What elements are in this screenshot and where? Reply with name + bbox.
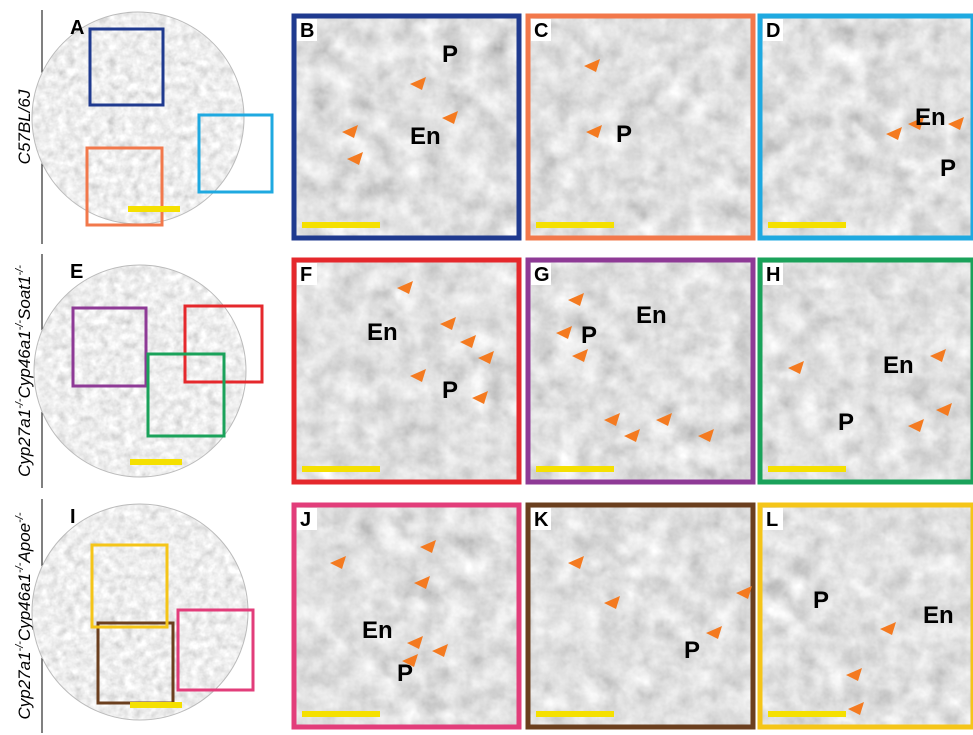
structure-label: En xyxy=(923,602,954,629)
structure-label: En xyxy=(915,104,946,131)
structure-label: En xyxy=(367,319,398,346)
structure-label: P xyxy=(397,660,413,687)
gene-superscript: -/- xyxy=(14,265,26,276)
structure-label: P xyxy=(616,121,632,148)
structure-label: En xyxy=(362,617,393,644)
panel-letter: J xyxy=(300,509,311,531)
gene-superscript: -/- xyxy=(14,320,26,331)
scale-bar xyxy=(130,702,182,708)
micrograph xyxy=(34,265,246,477)
gene-name: Cyp27a1 xyxy=(15,409,34,477)
structure-label: En xyxy=(636,302,667,329)
scale-bar xyxy=(128,206,180,212)
panel-letter: F xyxy=(300,264,312,286)
scale-bar xyxy=(536,711,614,717)
structure-label: P xyxy=(684,637,700,664)
structure-label: P xyxy=(442,377,458,404)
gene-name: Cyp27a1 xyxy=(15,651,34,719)
panel-letter: I xyxy=(70,506,76,528)
panel-letter: H xyxy=(766,264,780,286)
gene-superscript: -/- xyxy=(14,562,26,573)
gene-superscript: -/- xyxy=(14,398,26,409)
scale-bar xyxy=(302,711,380,717)
micrograph xyxy=(32,504,248,720)
structure-label: P xyxy=(838,409,854,436)
panel-letter: L xyxy=(766,509,778,531)
scale-bar xyxy=(302,222,380,228)
structure-label: En xyxy=(410,123,441,150)
panel-letter: E xyxy=(70,261,83,283)
scale-bar xyxy=(536,466,614,472)
structure-label: P xyxy=(813,587,829,614)
genotype-label: Cyp27a1-/-Cyp46a1-/-Soat1-/- xyxy=(14,265,35,477)
structure-label: P xyxy=(940,155,956,182)
micrograph xyxy=(292,503,518,729)
panel-letter: G xyxy=(534,264,550,286)
micrograph xyxy=(526,503,752,729)
gene-name: Apoe xyxy=(15,523,34,564)
gene-superscript: -/- xyxy=(14,512,26,523)
structure-label: P xyxy=(581,322,597,349)
structure-label: P xyxy=(442,41,458,68)
genotype-label: C57BL/6J xyxy=(15,89,34,164)
scale-bar xyxy=(768,466,846,472)
scale-bar xyxy=(768,222,846,228)
panel-letter: D xyxy=(766,20,780,42)
panel-letter: C xyxy=(534,20,548,42)
genotype-label: Cyp27a1-/-Cyp46a1-/-Apoe-/- xyxy=(14,512,35,719)
micrograph xyxy=(526,14,752,240)
panel-letter: K xyxy=(534,509,549,531)
micrograph xyxy=(292,14,518,240)
gene-name: Cyp46a1 xyxy=(15,330,34,398)
gene-superscript: -/- xyxy=(14,641,26,652)
structure-label: En xyxy=(883,352,914,379)
gene-name: Soat1 xyxy=(15,276,34,320)
micrograph xyxy=(526,258,752,484)
figure: C57BL/6JABPEnCPDEnPCyp27a1-/-Cyp46a1-/-S… xyxy=(0,0,973,735)
gene-name: C57BL/6J xyxy=(15,89,34,164)
panel-letter: B xyxy=(300,20,314,42)
micrograph xyxy=(758,258,972,484)
scale-bar xyxy=(302,466,380,472)
scale-bar xyxy=(130,459,182,465)
scale-bar xyxy=(768,711,846,717)
panel-letter: A xyxy=(70,17,84,39)
scale-bar xyxy=(536,222,614,228)
